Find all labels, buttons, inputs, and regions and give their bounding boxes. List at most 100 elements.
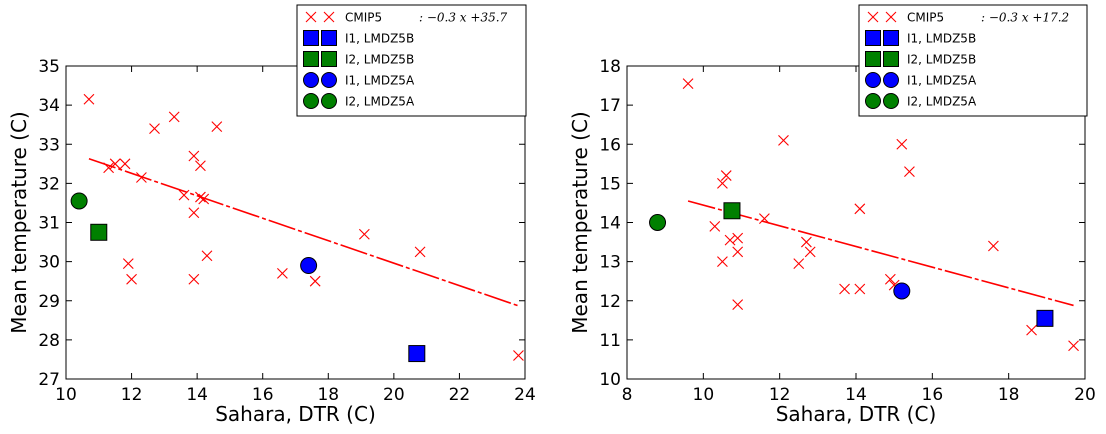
y-tick-label: 28 <box>38 331 60 351</box>
legend-marker <box>303 51 319 67</box>
legend-marker <box>883 51 899 67</box>
y-tick-label: 12 <box>599 292 621 312</box>
data-point <box>732 299 744 311</box>
data-point <box>513 350 524 361</box>
data-point <box>414 246 426 258</box>
legend-marker <box>305 11 317 23</box>
legend-marker <box>883 72 899 88</box>
series-i1-lmdz5b <box>1036 309 1054 327</box>
legend-marker <box>883 93 899 109</box>
data-point <box>70 192 88 210</box>
legend-marker <box>885 11 897 23</box>
data-point <box>309 275 321 287</box>
series-cmip5 <box>682 78 1079 352</box>
data-point <box>198 193 210 205</box>
x-tick-label: 14 <box>845 385 867 405</box>
data-point <box>1036 309 1054 327</box>
data-point <box>136 172 147 183</box>
legend-marker <box>865 51 881 67</box>
data-point <box>126 273 137 285</box>
data-point <box>724 234 736 246</box>
data-point <box>723 202 741 220</box>
legend: CMIP5: −0.3 x +35.7 I1, LMDZ5B I2, LMDZ5B I… <box>296 4 527 117</box>
data-point <box>717 256 728 268</box>
data-point <box>83 93 95 105</box>
legend-fit-label: : −0.3 x +17.2 <box>981 11 1069 25</box>
legend-marker <box>867 11 879 23</box>
data-point <box>201 250 213 262</box>
y-tick-label: 13 <box>599 253 621 273</box>
data-point <box>109 158 121 170</box>
series-i2-lmdz5b <box>723 202 741 220</box>
data-point <box>793 258 805 269</box>
data-point <box>682 78 694 89</box>
x-tick-label: 24 <box>514 385 536 405</box>
legend-marker <box>865 30 881 46</box>
data-point <box>717 177 728 189</box>
x-tick-label: 14 <box>186 385 208 405</box>
data-point <box>778 134 789 146</box>
x-tick-label: 16 <box>252 385 274 405</box>
data-point <box>759 213 770 224</box>
y-tick-label: 27 <box>38 370 60 390</box>
data-point <box>188 150 200 162</box>
x-tick-label: 10 <box>55 385 77 405</box>
data-point <box>804 246 816 258</box>
y-tick-label: 35 <box>38 57 60 77</box>
data-point <box>1026 324 1037 336</box>
y-tick-label: 14 <box>599 214 621 234</box>
x-tick-label: 8 <box>622 385 633 405</box>
y-tick-label: 11 <box>599 331 621 351</box>
data-point <box>988 240 999 252</box>
legend-fit-label: : −0.3 x +35.7 <box>419 11 508 25</box>
y-tick-label: 33 <box>38 135 60 155</box>
data-point <box>720 170 732 181</box>
legend-marker <box>321 72 337 88</box>
data-point <box>119 158 131 170</box>
data-point <box>188 207 200 219</box>
legend-label: I2, LMDZ5A <box>345 95 415 109</box>
data-point <box>732 246 744 258</box>
data-point <box>195 191 206 203</box>
legend-marker <box>303 93 319 109</box>
series-i1-lmdz5a <box>893 282 911 300</box>
data-point <box>122 258 134 269</box>
legend-marker <box>321 30 337 46</box>
data-point <box>408 345 426 363</box>
cmip5-fit-line <box>687 200 1074 307</box>
y-tick-label: 16 <box>599 135 621 155</box>
data-point <box>1068 340 1079 352</box>
data-point <box>103 162 115 174</box>
data-point <box>839 283 850 295</box>
chart-1: 10 12 14 16 18 20 22 24 27 28 29 30 31 32 33 34 35 Sahara… <box>7 4 536 426</box>
legend-label: I1, LMDZ5A <box>907 74 977 88</box>
legend-label: I2, LMDZ5A <box>907 95 977 109</box>
data-point <box>854 283 866 295</box>
y-axis-label: Mean temperature (C) <box>7 111 31 334</box>
y-tick-label: 10 <box>599 370 621 390</box>
x-tick-label: 10 <box>693 385 715 405</box>
x-tick-label: 12 <box>769 385 791 405</box>
data-point <box>854 203 866 215</box>
legend-label: CMIP5 <box>345 11 382 25</box>
y-tick-label: 32 <box>38 174 60 194</box>
legend-label: I1, LMDZ5B <box>345 32 414 46</box>
x-tick-label: 18 <box>998 385 1020 405</box>
data-point <box>896 138 908 150</box>
data-point <box>884 273 896 285</box>
data-point <box>649 214 667 231</box>
series-i2-lmdz5a <box>70 192 88 210</box>
x-axis-label: Sahara, DTR (C) <box>776 402 937 426</box>
data-point <box>168 111 180 123</box>
data-point <box>300 257 318 275</box>
legend-marker <box>323 11 335 23</box>
data-point <box>732 232 744 244</box>
x-tick-label: 20 <box>1074 385 1096 405</box>
data-point <box>276 267 288 279</box>
data-point <box>195 160 206 172</box>
x-axis-label: Sahara, DTR (C) <box>215 402 376 426</box>
y-tick-label: 18 <box>599 57 621 77</box>
data-point <box>904 166 915 178</box>
